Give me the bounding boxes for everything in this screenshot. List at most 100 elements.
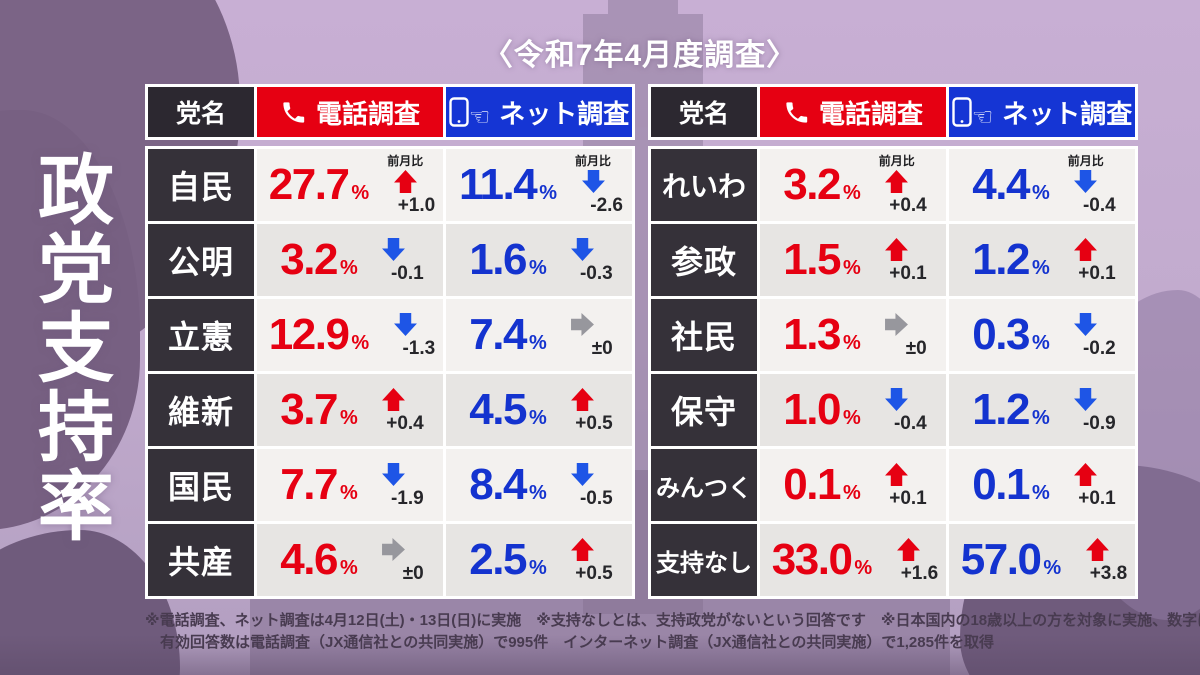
net-survey-cell: 2.5% +0.5 <box>446 524 632 596</box>
net-survey-cell: 1.6% -0.3 <box>446 224 632 296</box>
phone-survey-cell: 1.3% ±0 <box>760 299 946 371</box>
party-name: 公明 <box>167 244 234 280</box>
net-change-value: -0.2 <box>1082 338 1116 359</box>
net-survey-cell: 1.2% +0.1 <box>949 224 1135 296</box>
net-survey-cell: 57.0% +3.8 <box>949 524 1135 596</box>
phone-survey-value: 0.1% <box>783 460 861 509</box>
percent-sign: % <box>528 482 547 504</box>
table-row: 共産 4.6% ±0 2.5% +0.5 <box>148 524 632 596</box>
trend-arrow-icon <box>581 170 605 193</box>
right-table-body: れいわ 3.2% 前月比 +0.4 4.4% 前月比 -0.4 参政 <box>648 146 1138 599</box>
phone-survey-cell: 0.1% +0.1 <box>760 449 946 521</box>
month-over-month-label: 前月比 <box>1067 154 1104 168</box>
trend-arrow-icon <box>393 313 417 336</box>
party-name-cell: 維新 <box>148 374 254 446</box>
table-row: 社民 1.3% ±0 0.3% -0.2 <box>651 299 1135 371</box>
party-name: 保守 <box>670 394 737 430</box>
trend-arrow-icon <box>885 238 909 261</box>
net-change-value: +0.5 <box>575 563 613 584</box>
phone-trend: +0.4 <box>364 387 424 433</box>
net-change-value: -0.5 <box>579 488 613 509</box>
net-trend: 前月比 -2.6 <box>563 155 623 215</box>
party-name: みんつく <box>656 474 752 502</box>
net-survey-value: 1.2% <box>972 385 1050 434</box>
party-name: 参政 <box>670 244 737 280</box>
party-name: 社民 <box>670 319 737 355</box>
phone-survey-cell: 27.7% 前月比 +1.0 <box>257 149 443 221</box>
table-row: れいわ 3.2% 前月比 +0.4 4.4% 前月比 -0.4 <box>651 149 1135 221</box>
phone-trend: -0.4 <box>867 387 927 433</box>
net-survey-value: 4.4% <box>972 160 1050 209</box>
net-change-value: -0.4 <box>1082 195 1116 216</box>
trend-arrow-icon <box>382 538 406 561</box>
percent-sign: % <box>539 182 557 204</box>
phone-survey-value: 3.7% <box>280 385 358 434</box>
phone-survey-cell: 1.5% +0.1 <box>760 224 946 296</box>
phone-change-value: +0.4 <box>889 195 927 216</box>
trend-arrow-icon <box>1074 388 1098 411</box>
percent-sign: % <box>528 557 547 579</box>
percent-sign: % <box>339 257 358 279</box>
trend-arrow-icon <box>571 238 595 261</box>
phone-trend: -1.3 <box>375 312 435 358</box>
month-over-month-label: 前月比 <box>878 154 915 168</box>
phone-trend: ±0 <box>867 312 927 358</box>
phone-survey-value: 3.2% <box>783 160 861 209</box>
phone-survey-cell: 33.0% +1.6 <box>760 524 946 596</box>
percent-sign: % <box>1031 482 1050 504</box>
net-trend: +3.8 <box>1067 537 1127 583</box>
net-survey-value: 4.5% <box>469 385 547 434</box>
phone-survey-cell: 3.7% +0.4 <box>257 374 443 446</box>
party-name-cell: 社民 <box>651 299 757 371</box>
party-name-cell: 保守 <box>651 374 757 446</box>
trend-arrow-icon <box>885 313 909 336</box>
phone-icon <box>783 99 810 126</box>
party-name-cell: 国民 <box>148 449 254 521</box>
phone-change-value: +0.1 <box>889 488 927 509</box>
net-survey-cell: 1.2% -0.9 <box>949 374 1135 446</box>
phone-change-value: +0.4 <box>386 413 424 434</box>
phone-survey-cell: 4.6% ±0 <box>257 524 443 596</box>
net-trend: -0.9 <box>1056 387 1116 433</box>
phone-change-value: -0.4 <box>893 413 927 434</box>
phone-trend: -0.1 <box>364 237 424 283</box>
percent-sign: % <box>339 482 358 504</box>
net-survey-value: 7.4% <box>469 310 547 359</box>
phone-survey-cell: 3.2% 前月比 +0.4 <box>760 149 946 221</box>
trend-arrow-icon <box>571 313 595 336</box>
party-name: 支持なし <box>656 549 752 577</box>
phone-survey-cell: 1.0% -0.4 <box>760 374 946 446</box>
phone-trend: ±0 <box>364 537 424 583</box>
net-change-value: +0.5 <box>575 413 613 434</box>
phone-survey-value: 1.5% <box>783 235 861 284</box>
phone-survey-value: 1.3% <box>783 310 861 359</box>
table-row: 支持なし 33.0% +1.6 57.0% +3.8 <box>651 524 1135 596</box>
month-over-month-label: 前月比 <box>574 154 611 168</box>
background-bottom-shade <box>0 635 1200 675</box>
survey-period-title: 〈令和7年4月度調査〉 <box>482 39 798 72</box>
party-name: 国民 <box>167 469 234 505</box>
phone-change-value: ±0 <box>402 563 424 584</box>
net-change-value: +0.1 <box>1078 488 1116 509</box>
net-survey-value: 8.4% <box>469 460 547 509</box>
phone-survey-label: 電話調査 <box>818 98 923 129</box>
trend-arrow-icon <box>382 238 406 261</box>
net-trend: +0.5 <box>553 537 613 583</box>
percent-sign: % <box>339 557 358 579</box>
net-trend: +0.1 <box>1056 462 1116 508</box>
phone-survey-column-header: 電話調査 <box>257 87 443 137</box>
party-name-cell: れいわ <box>651 149 757 221</box>
percent-sign: % <box>1043 557 1062 579</box>
trend-arrow-icon <box>885 463 909 486</box>
net-change-value: -2.6 <box>590 195 623 216</box>
phone-survey-value: 1.0% <box>783 385 861 434</box>
net-change-value: ±0 <box>591 338 613 359</box>
trend-arrow-icon <box>885 388 909 411</box>
phone-trend: +0.1 <box>867 462 927 508</box>
table-row: みんつく 0.1% +0.1 0.1% +0.1 <box>651 449 1135 521</box>
phone-survey-cell: 7.7% -1.9 <box>257 449 443 521</box>
phone-survey-value: 27.7% <box>268 160 370 209</box>
trend-arrow-icon <box>1074 463 1098 486</box>
net-trend: 前月比 -0.4 <box>1056 155 1116 215</box>
percent-sign: % <box>854 557 873 579</box>
